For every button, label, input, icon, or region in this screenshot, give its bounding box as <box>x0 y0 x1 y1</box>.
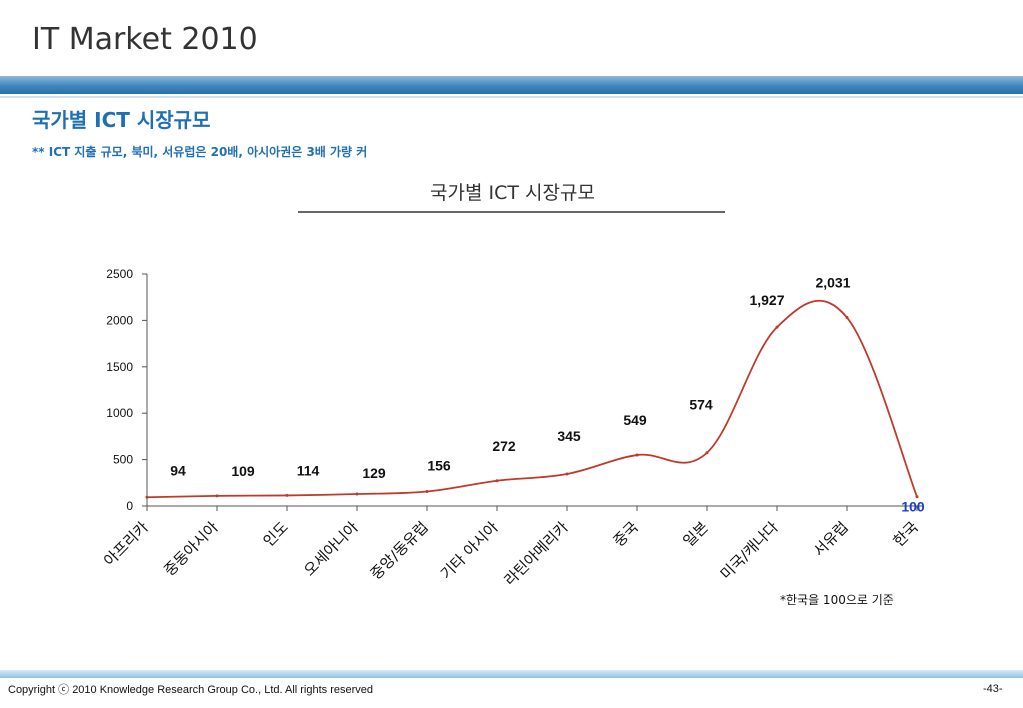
data-point <box>285 493 289 497</box>
page-number: -43- <box>983 683 1003 695</box>
x-tick-label: 한국 <box>890 518 922 550</box>
y-tick-label: 1500 <box>106 360 133 374</box>
y-tick-label: 1000 <box>106 406 133 420</box>
x-tick-label: 미국/캐나다 <box>717 518 782 583</box>
header-divider <box>0 96 1023 98</box>
data-label: 94 <box>170 462 186 478</box>
x-tick-label: 중앙/동유럽 <box>367 518 432 583</box>
header-bar <box>0 76 1023 94</box>
x-tick-label: 기타 아시아 <box>437 518 502 583</box>
series-line <box>146 299 918 499</box>
data-label: 114 <box>297 462 320 478</box>
data-point <box>705 451 709 455</box>
data-point <box>425 490 429 494</box>
data-point <box>355 492 359 496</box>
copyright-text: Copyright ⓒ 2010 Knowledge Research Grou… <box>8 684 374 696</box>
data-label: 1,927 <box>749 292 784 308</box>
section-note: ** ICT 지출 규모, 북미, 서유럽은 20배, 아시아권은 3배 가량 … <box>32 145 368 159</box>
chart-title-underline <box>298 211 725 213</box>
data-point <box>145 495 149 499</box>
x-tick-label: 오세아니아 <box>300 518 362 580</box>
x-tick-label: 중국 <box>610 518 642 550</box>
y-tick-label: 500 <box>113 453 133 467</box>
x-tick-label: 라틴아메리카 <box>501 518 572 589</box>
data-point <box>215 494 219 498</box>
y-tick-label: 2500 <box>106 267 133 281</box>
data-point <box>775 325 779 329</box>
data-label: 272 <box>492 438 516 454</box>
chart-title: 국가별 ICT 시장규모 <box>430 182 595 204</box>
x-tick-label: 아프리카 <box>100 518 152 570</box>
data-label: 2,031 <box>815 275 850 291</box>
data-point <box>915 495 919 499</box>
data-label: 100 <box>901 499 925 515</box>
data-point <box>635 453 639 457</box>
y-tick-label: 2000 <box>106 313 133 327</box>
section-subtitle: 국가별 ICT 시장규모 <box>32 108 211 132</box>
footer-bar <box>0 670 1023 678</box>
chart-footnote: *한국을 100으로 기준 <box>780 593 894 607</box>
data-label: 345 <box>557 428 581 444</box>
data-point <box>495 479 499 483</box>
data-point <box>845 316 849 320</box>
data-label: 549 <box>623 412 647 428</box>
x-tick-label: 일본 <box>680 518 712 550</box>
x-tick-label: 인도 <box>260 518 292 550</box>
data-label: 156 <box>427 458 451 474</box>
data-label: 574 <box>689 397 713 413</box>
y-tick-label: 0 <box>126 499 133 513</box>
data-label: 129 <box>362 465 386 481</box>
x-tick-label: 중동아시아 <box>160 518 222 580</box>
data-label: 109 <box>231 463 255 479</box>
x-tick-label: 서유럽 <box>810 518 852 560</box>
page-title: IT Market 2010 <box>32 22 258 57</box>
data-point <box>565 472 569 476</box>
